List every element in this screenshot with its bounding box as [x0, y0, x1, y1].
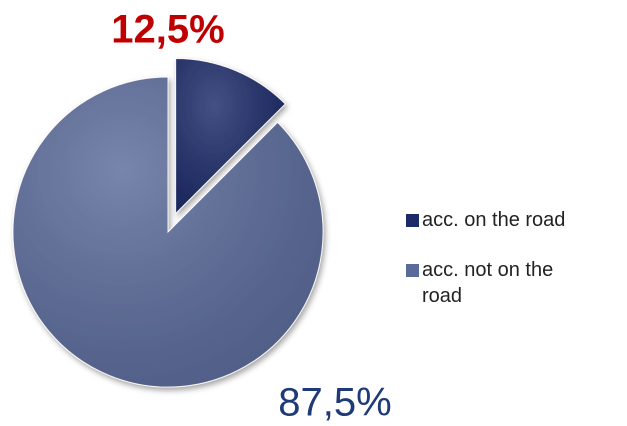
slice-shine: [175, 58, 286, 214]
slice-shine: [13, 77, 324, 388]
legend-item: acc. not on the road: [406, 257, 592, 309]
slice-group: [12, 76, 324, 388]
legend: acc. on the road acc. not on the road: [406, 207, 606, 333]
legend-label: acc. not on the road: [422, 259, 554, 307]
legend-label: acc. on the road: [422, 209, 566, 231]
legend-swatch: [406, 264, 419, 277]
legend-item: acc. on the road: [406, 207, 606, 233]
slice-group: [175, 58, 286, 215]
data-label: 87,5%: [278, 381, 391, 425]
legend-swatch: [406, 214, 419, 227]
data-label: 12,5%: [111, 8, 224, 52]
